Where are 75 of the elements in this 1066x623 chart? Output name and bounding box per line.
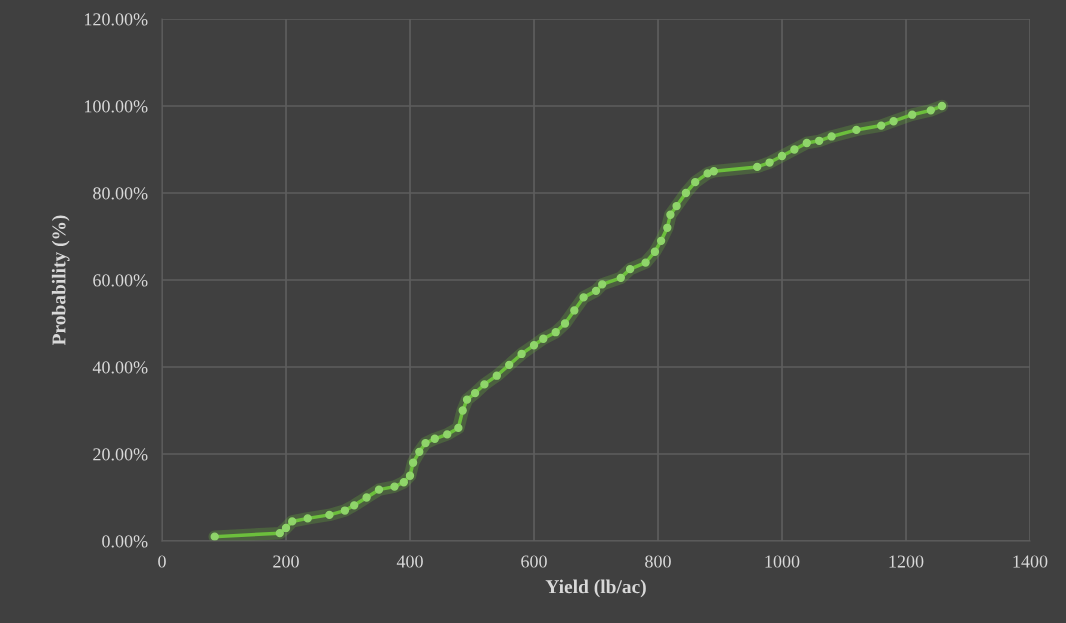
point	[666, 210, 675, 219]
point	[480, 380, 489, 389]
point	[362, 493, 371, 502]
x-tick-label: 200	[273, 555, 299, 568]
point	[350, 501, 359, 510]
y-tick-label: 120.00%	[85, 13, 148, 26]
point	[560, 319, 570, 328]
point	[374, 485, 384, 494]
x-tick-label: 1200	[889, 555, 924, 568]
point	[926, 106, 935, 115]
point	[458, 406, 467, 415]
y-tick-label: 0.00%	[102, 535, 148, 548]
y-tick-label: 80.00%	[93, 187, 148, 200]
point	[539, 334, 548, 343]
point	[570, 306, 579, 315]
point	[691, 177, 700, 187]
point	[210, 532, 219, 541]
point	[415, 447, 424, 456]
point	[598, 280, 607, 289]
point	[325, 510, 334, 520]
point	[908, 110, 917, 119]
y-tick-label: 100.00%	[85, 100, 148, 113]
point	[288, 517, 297, 526]
point	[579, 293, 588, 302]
point	[462, 395, 472, 404]
point	[709, 167, 718, 176]
point	[827, 132, 836, 141]
point	[877, 121, 886, 130]
point	[551, 328, 560, 337]
point	[663, 223, 672, 232]
point	[777, 151, 787, 161]
point	[616, 273, 625, 282]
point	[421, 438, 430, 448]
point	[275, 529, 284, 538]
point	[529, 341, 539, 350]
point	[454, 423, 463, 433]
x-tick-label: 400	[396, 555, 423, 568]
point	[399, 478, 408, 487]
point	[790, 145, 799, 154]
point	[625, 264, 635, 274]
point	[753, 162, 762, 172]
point	[650, 247, 660, 256]
point	[492, 371, 501, 380]
x-tick-label: 600	[521, 555, 547, 568]
point	[802, 138, 811, 148]
point	[303, 514, 312, 523]
point	[405, 471, 415, 480]
point	[656, 236, 666, 246]
x-tick-label: 800	[645, 555, 671, 568]
point	[340, 506, 350, 515]
x-tick-label: 1000	[765, 555, 800, 568]
x-tick-label: 1400	[1013, 555, 1048, 568]
point	[937, 101, 947, 111]
point	[281, 523, 291, 533]
x-axis-title: Yield (lb/ac)	[545, 579, 646, 598]
y-axis-title: Probability (%)	[51, 215, 70, 346]
point	[443, 430, 452, 439]
y-tick-label: 20.00%	[93, 448, 148, 461]
y-tick-label: 40.00%	[92, 361, 148, 374]
point	[815, 136, 824, 145]
point	[852, 125, 861, 135]
point	[470, 388, 480, 398]
y-tick-label: 60.00%	[93, 274, 148, 287]
point	[390, 482, 399, 491]
point	[591, 286, 601, 296]
point	[505, 360, 514, 369]
point	[408, 458, 418, 467]
point	[889, 117, 898, 126]
point	[430, 434, 439, 443]
point	[765, 158, 774, 167]
point	[641, 258, 650, 267]
x-tick-label: 0	[158, 555, 166, 568]
point	[517, 349, 526, 359]
point	[681, 188, 691, 198]
point	[672, 201, 681, 211]
